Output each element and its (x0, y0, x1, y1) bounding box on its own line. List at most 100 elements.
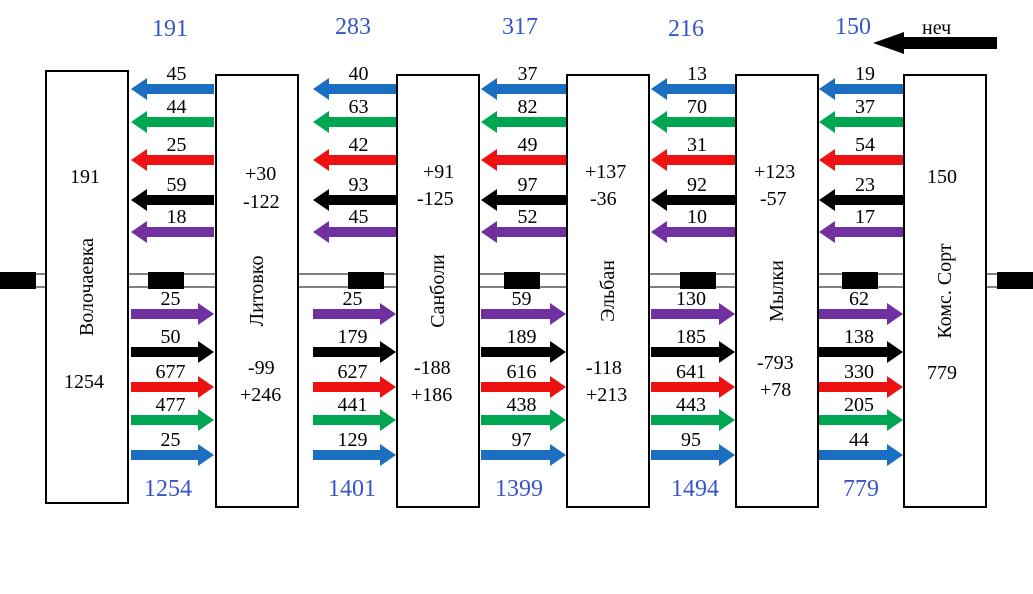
left-flow-arrow (651, 111, 735, 133)
station-top-value: -122 (243, 191, 280, 213)
arrow-value: 641 (676, 361, 706, 383)
arrow-value: 37 (855, 96, 875, 118)
arrow-value: 477 (155, 394, 186, 416)
arrow-value: 45 (348, 206, 369, 228)
direction-arrow (873, 32, 997, 54)
left-flow-arrow (819, 221, 903, 243)
left-flow-arrow (819, 189, 903, 211)
arrow-value: 97 (517, 174, 538, 196)
left-flow-arrow (481, 221, 566, 243)
arrow-value: 443 (676, 394, 706, 416)
arrow-value: 179 (337, 326, 368, 348)
arrow-value: 45 (166, 63, 187, 85)
segment-bottom-total: 1401 (328, 476, 376, 502)
right-flow-arrow (313, 376, 396, 398)
station-top-value: 191 (70, 166, 100, 188)
arrow-value: 19 (855, 63, 875, 85)
left-flow-arrow (313, 111, 396, 133)
track-block (0, 272, 36, 289)
station-bottom-value: +246 (240, 384, 282, 406)
track-block (842, 272, 878, 289)
station-top-value: -57 (760, 188, 787, 210)
arrow-value: 330 (844, 361, 874, 383)
station-sanboli: Санболи (396, 74, 480, 508)
left-flow-arrow (481, 111, 566, 133)
segment-top-total: 216 (668, 16, 704, 42)
right-flow-arrow (481, 376, 566, 398)
right-flow-arrow (819, 303, 903, 325)
right-flow-arrow (313, 303, 396, 325)
arrow-value: 189 (506, 326, 537, 348)
right-flow-arrow (651, 376, 735, 398)
left-flow-arrow (481, 78, 566, 100)
station-bottom-value: +78 (760, 379, 792, 401)
arrow-value: 25 (342, 288, 363, 310)
arrow-value: 52 (517, 206, 538, 228)
left-flow-arrow (313, 78, 396, 100)
left-flow-arrow (651, 221, 735, 243)
arrow-value: 59 (511, 288, 532, 310)
station-top-value: +137 (585, 161, 627, 183)
arrow-value: 42 (348, 134, 369, 156)
station-top-value: +30 (245, 163, 277, 185)
left-flow-arrow (131, 189, 214, 211)
arrow-value: 63 (348, 96, 369, 118)
station-bottom-value: -793 (757, 352, 794, 374)
right-flow-arrow (131, 303, 214, 325)
station-bottom-value: 779 (927, 362, 957, 384)
left-flow-arrow (313, 221, 396, 243)
arrow-value: 82 (517, 96, 538, 118)
station-top-value: -125 (417, 188, 454, 210)
left-flow-arrow (313, 189, 396, 211)
track-block (680, 272, 716, 289)
station-top-value: +123 (754, 161, 796, 183)
station-top-value: -36 (590, 188, 617, 210)
left-flow-arrow (651, 78, 735, 100)
arrow-value: 92 (687, 174, 707, 196)
segment-bottom-total: 1494 (671, 476, 719, 502)
arrow-value: 13 (687, 63, 707, 85)
arrow-value: 616 (506, 361, 537, 383)
left-flow-arrow (819, 78, 903, 100)
arrow-value: 54 (855, 134, 875, 156)
left-flow-arrow (819, 149, 903, 171)
arrow-value: 17 (855, 206, 875, 228)
right-flow-arrow (313, 444, 396, 466)
right-flow-arrow (819, 376, 903, 398)
arrow-value: 25 (160, 288, 181, 310)
arrow-value: 130 (676, 288, 706, 310)
arrow-value: 70 (687, 96, 707, 118)
arrow-value: 185 (676, 326, 706, 348)
arrow-value: 44 (849, 429, 869, 451)
left-flow-arrow (481, 149, 566, 171)
station-top-value: 150 (927, 166, 957, 188)
arrow-value: 31 (687, 134, 707, 156)
right-flow-arrow (481, 303, 566, 325)
left-flow-arrow (131, 221, 214, 243)
arrow-value: 18 (166, 206, 187, 228)
right-flow-arrow (819, 341, 903, 363)
arrow-value: 37 (517, 63, 538, 85)
left-flow-arrow (131, 111, 214, 133)
arrow-value: 50 (160, 326, 181, 348)
arrow-value: 438 (506, 394, 537, 416)
segment-bottom-total: 1254 (144, 476, 192, 502)
left-flow-arrow (131, 149, 214, 171)
segment-top-total: 317 (502, 14, 538, 40)
right-flow-arrow (131, 376, 214, 398)
station-bottom-value: -118 (586, 357, 622, 379)
arrow-value: 10 (687, 206, 707, 228)
arrow-value: 25 (166, 134, 187, 156)
station-bottom-value: +213 (586, 384, 628, 406)
track-block (997, 272, 1033, 289)
segment-bottom-total: 1399 (495, 476, 543, 502)
left-flow-arrow (819, 111, 903, 133)
right-flow-arrow (651, 409, 735, 431)
right-flow-arrow (313, 341, 396, 363)
arrow-value: 205 (844, 394, 874, 416)
station-mylki: Мылки (735, 74, 819, 508)
left-flow-arrow (313, 149, 396, 171)
segment-top-total: 191 (152, 16, 188, 42)
